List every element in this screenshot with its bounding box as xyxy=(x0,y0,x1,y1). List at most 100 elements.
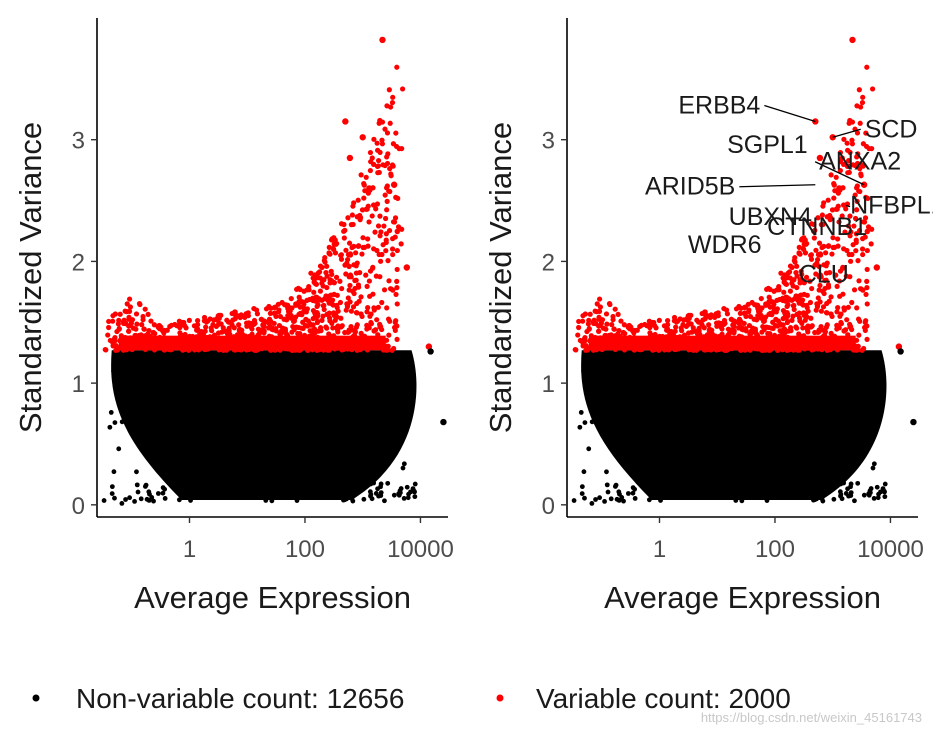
x-tick-label: 1 xyxy=(183,536,196,563)
variable-point xyxy=(781,279,787,285)
variable-point xyxy=(583,347,589,353)
variable-point xyxy=(728,316,734,322)
variable-point xyxy=(860,219,867,225)
nonvariable-point xyxy=(749,369,755,375)
variable-point xyxy=(350,288,356,294)
nonvariable-point xyxy=(819,496,825,502)
nonvariable-point xyxy=(388,431,394,437)
nonvariable-point xyxy=(620,431,625,436)
variable-point xyxy=(797,343,803,349)
variable-point xyxy=(625,323,632,329)
variable-point xyxy=(333,274,340,280)
nonvariable-point xyxy=(738,489,744,495)
variable-point xyxy=(136,301,143,307)
variable-point xyxy=(816,240,823,246)
variable-point xyxy=(817,282,823,289)
nonvariable-point xyxy=(692,481,698,487)
nonvariable-point xyxy=(658,498,663,503)
nonvariable-point xyxy=(848,490,854,496)
variable-point xyxy=(857,166,863,172)
gene-label: SGPL1 xyxy=(727,131,808,159)
variable-point xyxy=(331,310,337,316)
variable-point xyxy=(308,270,314,276)
nonvariable-point xyxy=(719,383,725,389)
variable-point xyxy=(386,227,393,234)
variable-point xyxy=(803,274,810,280)
variable-point xyxy=(335,329,341,335)
nonvariable-point xyxy=(382,498,387,504)
variable-point xyxy=(790,313,796,319)
nonvariable-point xyxy=(700,491,706,497)
variable-point xyxy=(382,162,388,169)
x-tick-label: 100 xyxy=(285,536,325,563)
nonvariable-point xyxy=(143,482,149,488)
variable-point xyxy=(838,159,844,165)
variable-point xyxy=(327,277,333,283)
nonvariable-point xyxy=(779,396,785,401)
variable-point xyxy=(864,266,870,273)
variable-point xyxy=(318,328,324,334)
variable-point xyxy=(852,215,859,222)
variable-point xyxy=(393,291,399,298)
nonvariable-point xyxy=(716,386,721,392)
nonvariable-point xyxy=(208,418,214,423)
variable-point xyxy=(813,271,819,277)
variable-point xyxy=(820,304,827,310)
nonvariable-point xyxy=(665,439,671,445)
nonvariable-point xyxy=(871,495,877,501)
nonvariable-point xyxy=(347,458,353,464)
variable-point xyxy=(388,104,394,110)
nonvariable-point xyxy=(237,426,242,432)
nonvariable-point xyxy=(661,494,667,500)
nonvariable-point xyxy=(871,461,877,467)
variable-point xyxy=(341,235,347,241)
nonvariable-point xyxy=(112,420,118,425)
gene-label-leader xyxy=(764,104,816,123)
gene-label: SCD xyxy=(865,115,918,143)
variable-point xyxy=(203,324,209,330)
nonvariable-point xyxy=(688,354,694,359)
nonvariable-point xyxy=(254,490,260,496)
variable-point xyxy=(809,323,815,329)
variable-point xyxy=(159,328,166,334)
nonvariable-point xyxy=(309,396,315,401)
variable-point xyxy=(849,299,855,306)
nonvariable-point xyxy=(183,361,189,367)
variable-point xyxy=(324,284,330,291)
nonvariable-point xyxy=(401,461,407,467)
variable-point xyxy=(807,278,813,284)
variable-point xyxy=(803,325,810,331)
nonvariable-point xyxy=(571,498,577,503)
nonvariable-point xyxy=(609,358,614,364)
variable-point xyxy=(796,293,802,299)
variable-point xyxy=(102,346,108,353)
variable-point xyxy=(854,154,860,160)
nonvariable-point xyxy=(811,497,816,503)
variable-point xyxy=(342,227,348,233)
variable-point xyxy=(854,198,860,204)
variable-point xyxy=(609,322,615,328)
variable-point xyxy=(377,213,383,219)
variable-point xyxy=(394,278,400,284)
variable-point xyxy=(730,322,736,328)
variable-point xyxy=(127,304,133,310)
variable-point xyxy=(260,322,266,328)
nonvariable-point xyxy=(582,420,588,425)
variable-point xyxy=(375,147,381,153)
variable-point xyxy=(383,231,389,237)
variable-point xyxy=(391,345,397,352)
nonvariable-point xyxy=(789,371,795,377)
nonvariable-point xyxy=(713,450,719,456)
y-tick-label: 0 xyxy=(72,493,85,520)
variable-point xyxy=(394,301,400,307)
nonvariable-point xyxy=(349,496,355,502)
variable-point xyxy=(285,302,291,308)
variable-point xyxy=(232,309,238,315)
nonvariable-point xyxy=(222,481,228,487)
variable-point xyxy=(849,137,855,143)
variable-point xyxy=(349,244,355,251)
gene-label-leader xyxy=(832,128,861,138)
variable-point xyxy=(375,163,381,169)
variable-point xyxy=(312,314,318,321)
variable-point xyxy=(783,298,789,304)
